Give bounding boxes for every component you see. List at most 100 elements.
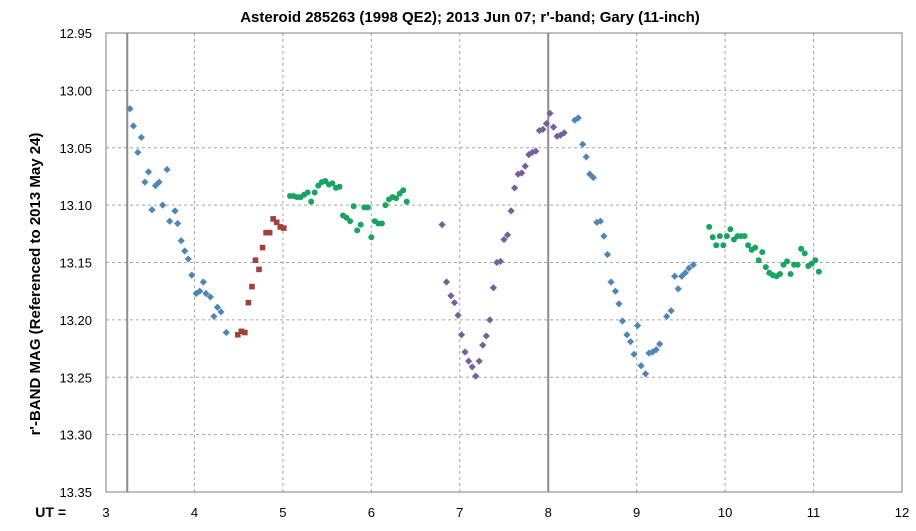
data-point (794, 261, 801, 268)
chart-title: Asteroid 285263 (1998 QE2); 2013 Jun 07;… (240, 9, 700, 26)
data-point (641, 370, 650, 378)
data-point (465, 357, 473, 365)
data-point (762, 264, 769, 271)
data-point (755, 257, 762, 264)
data-point (815, 268, 822, 275)
data-point (447, 292, 455, 300)
data-point (403, 198, 410, 205)
data-point (720, 242, 727, 249)
data-point (759, 249, 766, 256)
data-point (222, 328, 230, 337)
data-point (582, 153, 590, 161)
data-point (238, 328, 245, 335)
data-point (137, 133, 145, 142)
data-point (623, 331, 631, 339)
data-point (496, 257, 505, 265)
data-point (304, 189, 311, 196)
data-point (357, 221, 364, 228)
data-point (678, 272, 686, 280)
data-point (311, 189, 318, 196)
data-point (787, 270, 794, 277)
x-tick-label: 12 (895, 505, 909, 520)
y-axis-label: r'-BAND MAG (Referenced to 2013 May 24) (27, 133, 44, 436)
data-point (242, 329, 248, 336)
data-point (126, 105, 134, 113)
data-point (181, 247, 189, 255)
data-point (210, 312, 218, 321)
data-point (685, 264, 693, 272)
data-point (681, 269, 689, 277)
data-point (574, 114, 582, 122)
data-point (709, 234, 716, 241)
data-points (126, 105, 822, 380)
data-point (706, 223, 713, 230)
data-point (336, 183, 343, 190)
data-point (713, 242, 720, 249)
x-tick-label: 9 (633, 505, 640, 520)
x-tick-label: 3 (102, 505, 109, 520)
data-point (637, 362, 645, 370)
data-point (141, 178, 149, 186)
data-point (600, 232, 608, 240)
data-point (652, 346, 660, 354)
data-point (134, 148, 142, 156)
data-point (500, 235, 508, 244)
data-point (812, 257, 819, 264)
data-point (378, 220, 385, 227)
data-point (259, 244, 266, 251)
data-point (171, 207, 179, 215)
data-point (611, 287, 620, 295)
y-tick-label: 12.95 (59, 26, 92, 41)
data-point (603, 250, 612, 259)
y-tick-label: 13.20 (59, 313, 92, 328)
data-point (159, 201, 167, 209)
data-point (745, 242, 752, 249)
data-point (347, 218, 354, 225)
x-tick-labels: 3 4 5 6 7 8 9 10 11 12 (102, 505, 909, 520)
data-point (579, 140, 587, 148)
data-point (177, 237, 185, 245)
data-point (593, 218, 601, 226)
data-point (273, 219, 280, 226)
data-point (364, 204, 371, 211)
data-point (801, 250, 808, 257)
data-point (184, 255, 192, 263)
data-point (741, 233, 748, 240)
data-point (438, 221, 446, 229)
data-point (626, 338, 635, 346)
data-point (752, 244, 759, 251)
data-point (252, 257, 259, 264)
x-tick-label: 8 (545, 505, 552, 520)
data-point (270, 216, 276, 222)
data-point (468, 363, 476, 371)
data-point (557, 131, 565, 139)
data-point (457, 331, 466, 339)
data-point (382, 202, 389, 209)
data-point (217, 308, 225, 316)
data-point (234, 331, 241, 338)
data-point (656, 340, 664, 348)
x-tick-label: 10 (718, 505, 732, 520)
data-point (542, 120, 551, 128)
data-point (148, 206, 156, 214)
x-axis-label: UT = (35, 504, 66, 520)
data-point (671, 272, 679, 280)
data-point (560, 129, 568, 137)
data-point (206, 293, 214, 301)
data-point (199, 278, 207, 286)
data-point (549, 123, 558, 131)
data-point (546, 109, 554, 117)
data-point (727, 226, 734, 233)
data-point (213, 303, 222, 311)
data-point (144, 168, 153, 176)
data-point (521, 162, 529, 170)
data-point (784, 258, 791, 265)
data-point (667, 307, 675, 315)
data-point (486, 316, 494, 324)
x-tick-label: 11 (807, 505, 821, 520)
data-point (163, 165, 171, 174)
x-tick-label: 7 (456, 505, 463, 520)
data-point (489, 284, 497, 292)
